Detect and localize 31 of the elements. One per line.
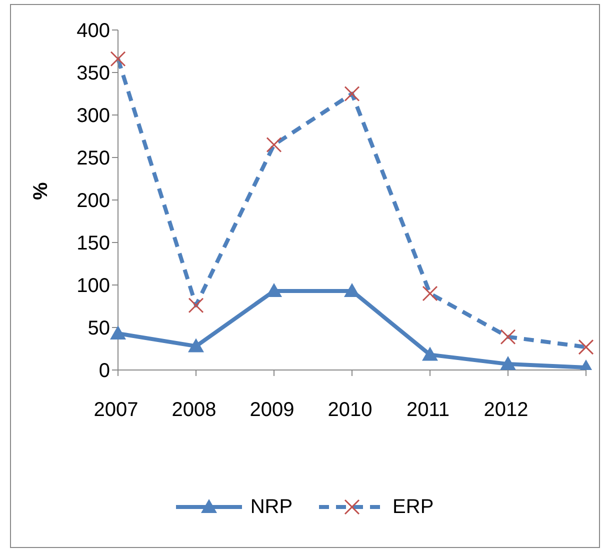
point: [500, 329, 516, 345]
point: [266, 282, 282, 297]
y-tick-label: 350: [76, 62, 110, 85]
point: [266, 137, 282, 152]
y-tick-label: 300: [76, 105, 110, 128]
y-tick-label: 0: [98, 360, 110, 382]
y-axis-title: %: [30, 182, 52, 200]
point: [578, 339, 594, 355]
x-tick-label: 2011: [406, 399, 450, 421]
point: [110, 325, 126, 340]
y-tick-label: 250: [76, 148, 110, 170]
x-tick-label: 2012: [484, 399, 528, 421]
x-tick-label: 2008: [172, 399, 216, 421]
legend-label: NRP: [250, 496, 293, 518]
point: [422, 346, 438, 361]
legend-label: ERP: [392, 496, 434, 518]
point: [500, 356, 516, 370]
point: [110, 51, 126, 67]
point: [344, 86, 360, 102]
x-tick-label: 2009: [250, 399, 294, 421]
point: [422, 286, 438, 302]
y-tick-label: 200: [76, 190, 110, 212]
y-tick-label: 400: [76, 20, 110, 42]
y-tick-label: 100: [76, 275, 110, 298]
x-tick-label: 2010: [328, 399, 372, 421]
y-tick-label: 150: [76, 232, 110, 255]
y-tick-label: 50: [88, 318, 110, 340]
point: [188, 338, 204, 352]
point: [188, 298, 204, 314]
point: [344, 282, 360, 297]
x-tick-label: 2007: [94, 399, 138, 421]
